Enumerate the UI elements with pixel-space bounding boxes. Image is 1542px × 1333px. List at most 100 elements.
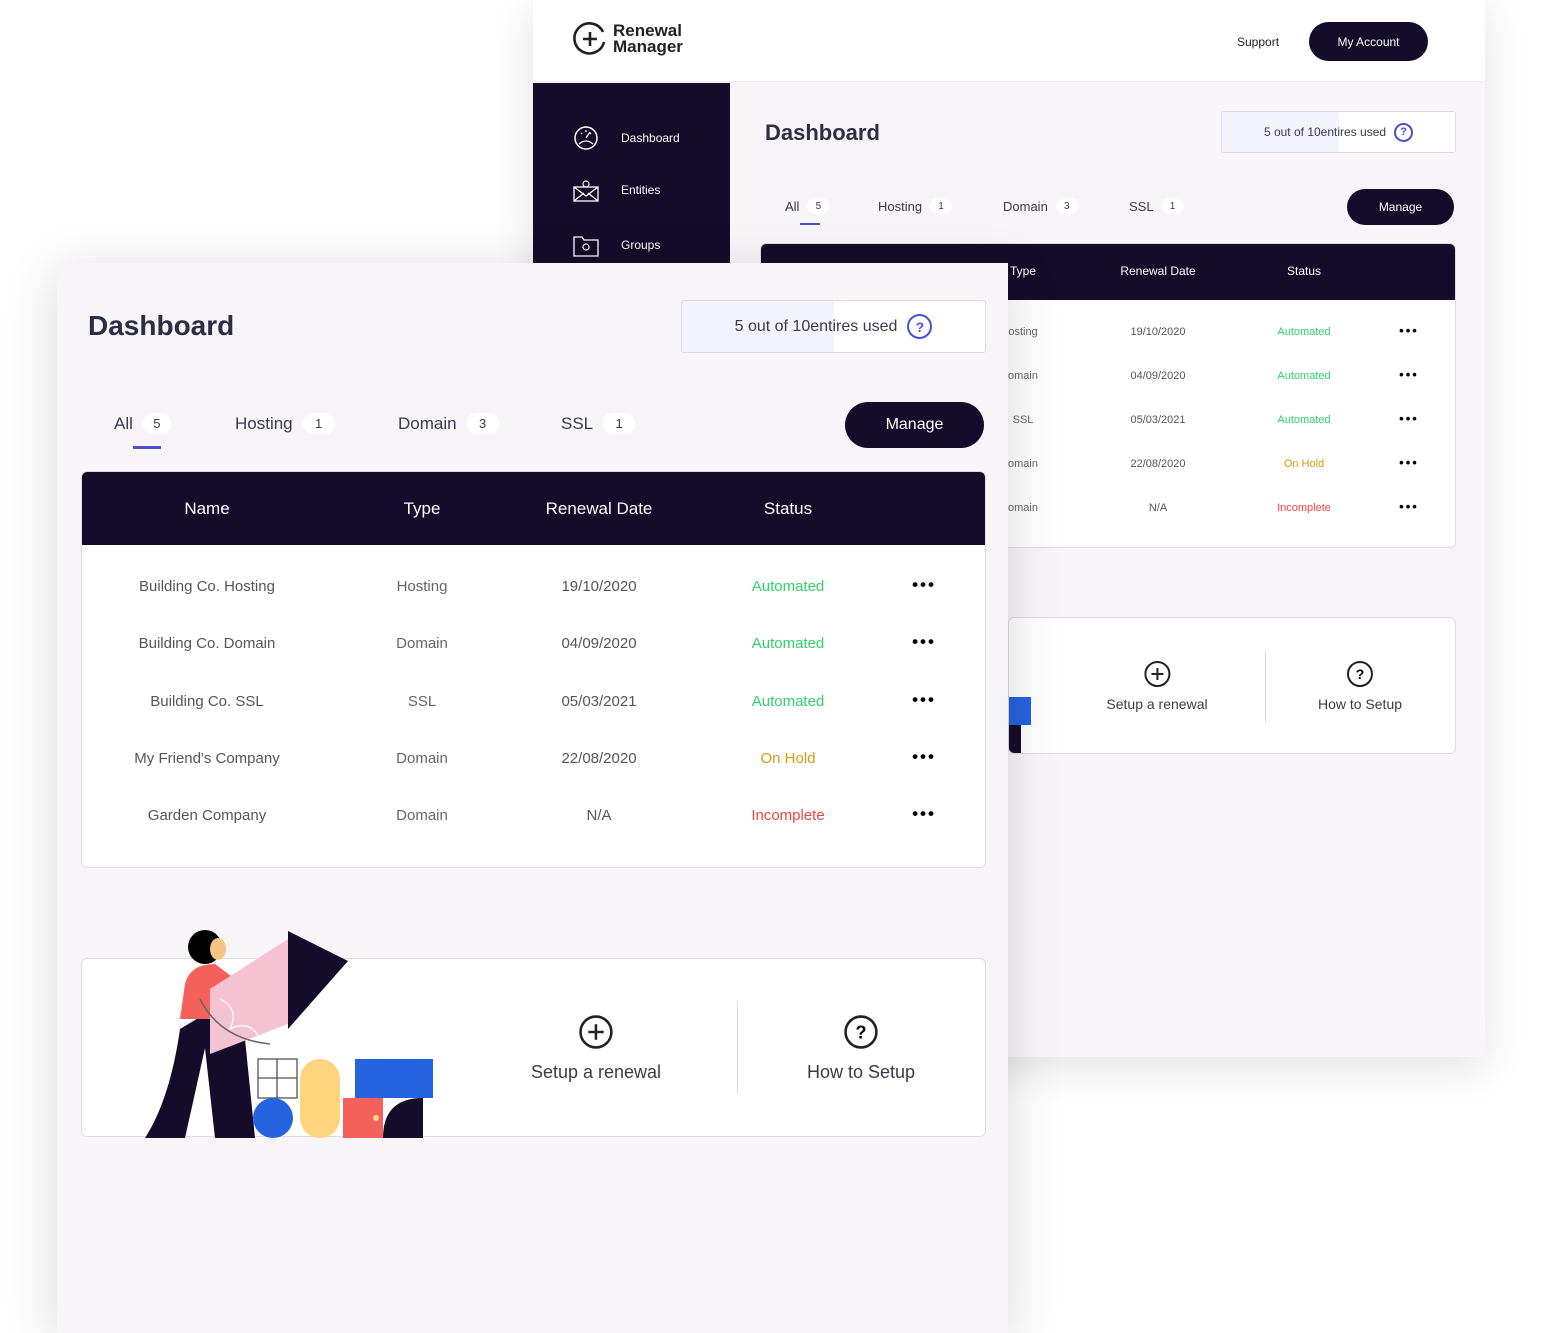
how-to-setup-button[interactable]: ? How to Setup — [1318, 660, 1402, 712]
plus-circle-icon — [579, 1015, 613, 1049]
name-cell: My Friend's Company — [134, 749, 280, 767]
tab-all[interactable]: All 5 — [785, 198, 830, 214]
usage-count: 5 out of 10 — [1263, 125, 1321, 139]
tab-ssl[interactable]: SSL 1 — [561, 413, 636, 434]
row-menu-button[interactable]: ••• — [912, 575, 936, 594]
status-cell: Automated — [751, 692, 825, 710]
svg-text:?: ? — [856, 1022, 867, 1042]
action-label: Setup a renewal — [530, 1062, 662, 1082]
tab-label: All — [785, 198, 800, 214]
how-to-setup-button[interactable]: ? How to Setup — [807, 1014, 915, 1083]
help-icon[interactable]: ? — [1394, 122, 1414, 142]
name-cell: Building Co. SSL — [150, 692, 264, 710]
setup-renewal-button[interactable]: Setup a renewal — [1106, 660, 1208, 712]
tab-count: 1 — [603, 413, 636, 434]
date-cell: 19/10/2020 — [561, 578, 637, 595]
status-cell: Automated — [751, 578, 825, 595]
row-menu-button[interactable]: ••• — [912, 746, 936, 766]
brand-line1: Renewal — [613, 21, 682, 40]
type-cell: Hosting — [396, 578, 448, 595]
row-menu-button[interactable]: ••• — [1399, 367, 1419, 382]
col-date: Renewal Date — [545, 499, 653, 518]
tab-count: 5 — [142, 413, 171, 434]
row-menu-button[interactable]: ••• — [1399, 323, 1419, 338]
tab-count: 3 — [466, 413, 499, 434]
usage-fill — [682, 301, 834, 352]
date-cell: 04/09/2020 — [561, 635, 637, 653]
front-window: Dashboard 5 out of 10 entires used ? All… — [57, 263, 1008, 1333]
divider — [737, 1001, 738, 1094]
row-menu-button[interactable]: ••• — [912, 804, 936, 824]
status-cell: On Hold — [1283, 458, 1325, 470]
date-cell: 19/10/2020 — [1130, 326, 1186, 338]
tab-count: 1 — [1161, 198, 1184, 214]
gauge-icon — [574, 126, 598, 150]
usage-indicator: 5 out of 10 entires used ? — [681, 300, 986, 353]
usage-fill — [1222, 112, 1339, 152]
col-name: Name — [184, 499, 230, 518]
question-circle-icon: ? — [1347, 661, 1373, 687]
help-icon[interactable]: ? — [907, 314, 933, 339]
tab-label: SSL — [1129, 198, 1154, 214]
page-title: Dashboard — [88, 310, 235, 341]
plus-circle-logo-icon — [573, 22, 606, 55]
question-circle-icon: ? — [844, 1015, 878, 1049]
my-account-button[interactable]: My Account — [1309, 22, 1428, 61]
active-tab-underline — [800, 223, 820, 225]
type-cell: omain — [1008, 502, 1038, 514]
sidebar-item-label: Groups — [621, 238, 661, 252]
tab-domain[interactable]: Domain 3 — [1003, 198, 1078, 214]
tab-all[interactable]: All 5 — [114, 413, 171, 434]
plus-circle-icon — [1144, 661, 1170, 687]
status-cell: Automated — [1277, 326, 1331, 338]
type-cell: Domain — [396, 635, 448, 653]
row-menu-button[interactable]: ••• — [1399, 499, 1419, 514]
illustration-fragment — [1009, 725, 1021, 753]
type-cell: SSL — [407, 692, 437, 710]
name-cell: Building Co. Domain — [138, 635, 276, 653]
setup-renewal-button[interactable]: Setup a renewal — [531, 1014, 661, 1083]
col-date: Renewal Date — [1120, 264, 1196, 278]
date-cell: N/A — [586, 807, 612, 825]
date-cell: 22/08/2020 — [1130, 458, 1186, 470]
tab-label: Hosting — [878, 198, 923, 214]
manage-button[interactable]: Manage — [1347, 189, 1454, 225]
support-link[interactable]: Support — [1237, 35, 1280, 49]
brand-line2: Manager — [613, 37, 683, 56]
tab-hosting[interactable]: Hosting 1 — [878, 198, 953, 214]
action-label: How to Setup — [806, 1062, 916, 1082]
tab-hosting[interactable]: Hosting 1 — [235, 413, 335, 434]
status-cell: Automated — [751, 635, 825, 653]
row-menu-button[interactable]: ••• — [912, 632, 936, 652]
type-cell: Domain — [396, 807, 448, 825]
sidebar-item-groups[interactable]: Groups — [573, 232, 660, 258]
tab-ssl[interactable]: SSL 1 — [1129, 198, 1184, 214]
usage-label: entires used — [810, 317, 898, 335]
tab-count: 1 — [930, 198, 953, 214]
type-cell: osting — [1008, 326, 1038, 338]
action-label: Setup a renewal — [1106, 696, 1208, 712]
tab-count: 5 — [807, 198, 830, 214]
tab-count: 1 — [302, 413, 335, 434]
envelope-bulb-icon — [573, 180, 599, 202]
row-menu-button[interactable]: ••• — [1399, 411, 1419, 426]
sidebar-item-entities[interactable]: Entities — [573, 177, 660, 203]
svg-text:?: ? — [1356, 666, 1365, 682]
actions-card: Setup a renewal ? How to Setup — [81, 930, 986, 1138]
row-menu-button[interactable]: ••• — [1399, 455, 1419, 470]
sidebar-item-dashboard[interactable]: Dashboard — [573, 125, 680, 151]
usage-indicator: 5 out of 10 entires used ? — [1221, 111, 1456, 153]
type-cell: SSL — [1012, 414, 1034, 426]
tab-label: Domain — [398, 413, 457, 433]
row-menu-button[interactable]: ••• — [912, 689, 936, 709]
illustration-fragment — [1009, 697, 1031, 725]
sidebar-item-label: Entities — [621, 183, 661, 197]
table-header: Name Type Renewal Date Status — [82, 472, 985, 545]
active-tab-underline — [133, 446, 161, 449]
renewals-table: Name Type Renewal Date Status Building C… — [81, 471, 986, 868]
status-cell: On Hold — [760, 749, 816, 767]
usage-count: 5 out of 10 — [734, 317, 811, 335]
tab-domain[interactable]: Domain 3 — [398, 413, 499, 434]
logo[interactable]: Renewal Manager — [573, 22, 683, 56]
manage-button[interactable]: Manage — [845, 402, 984, 448]
